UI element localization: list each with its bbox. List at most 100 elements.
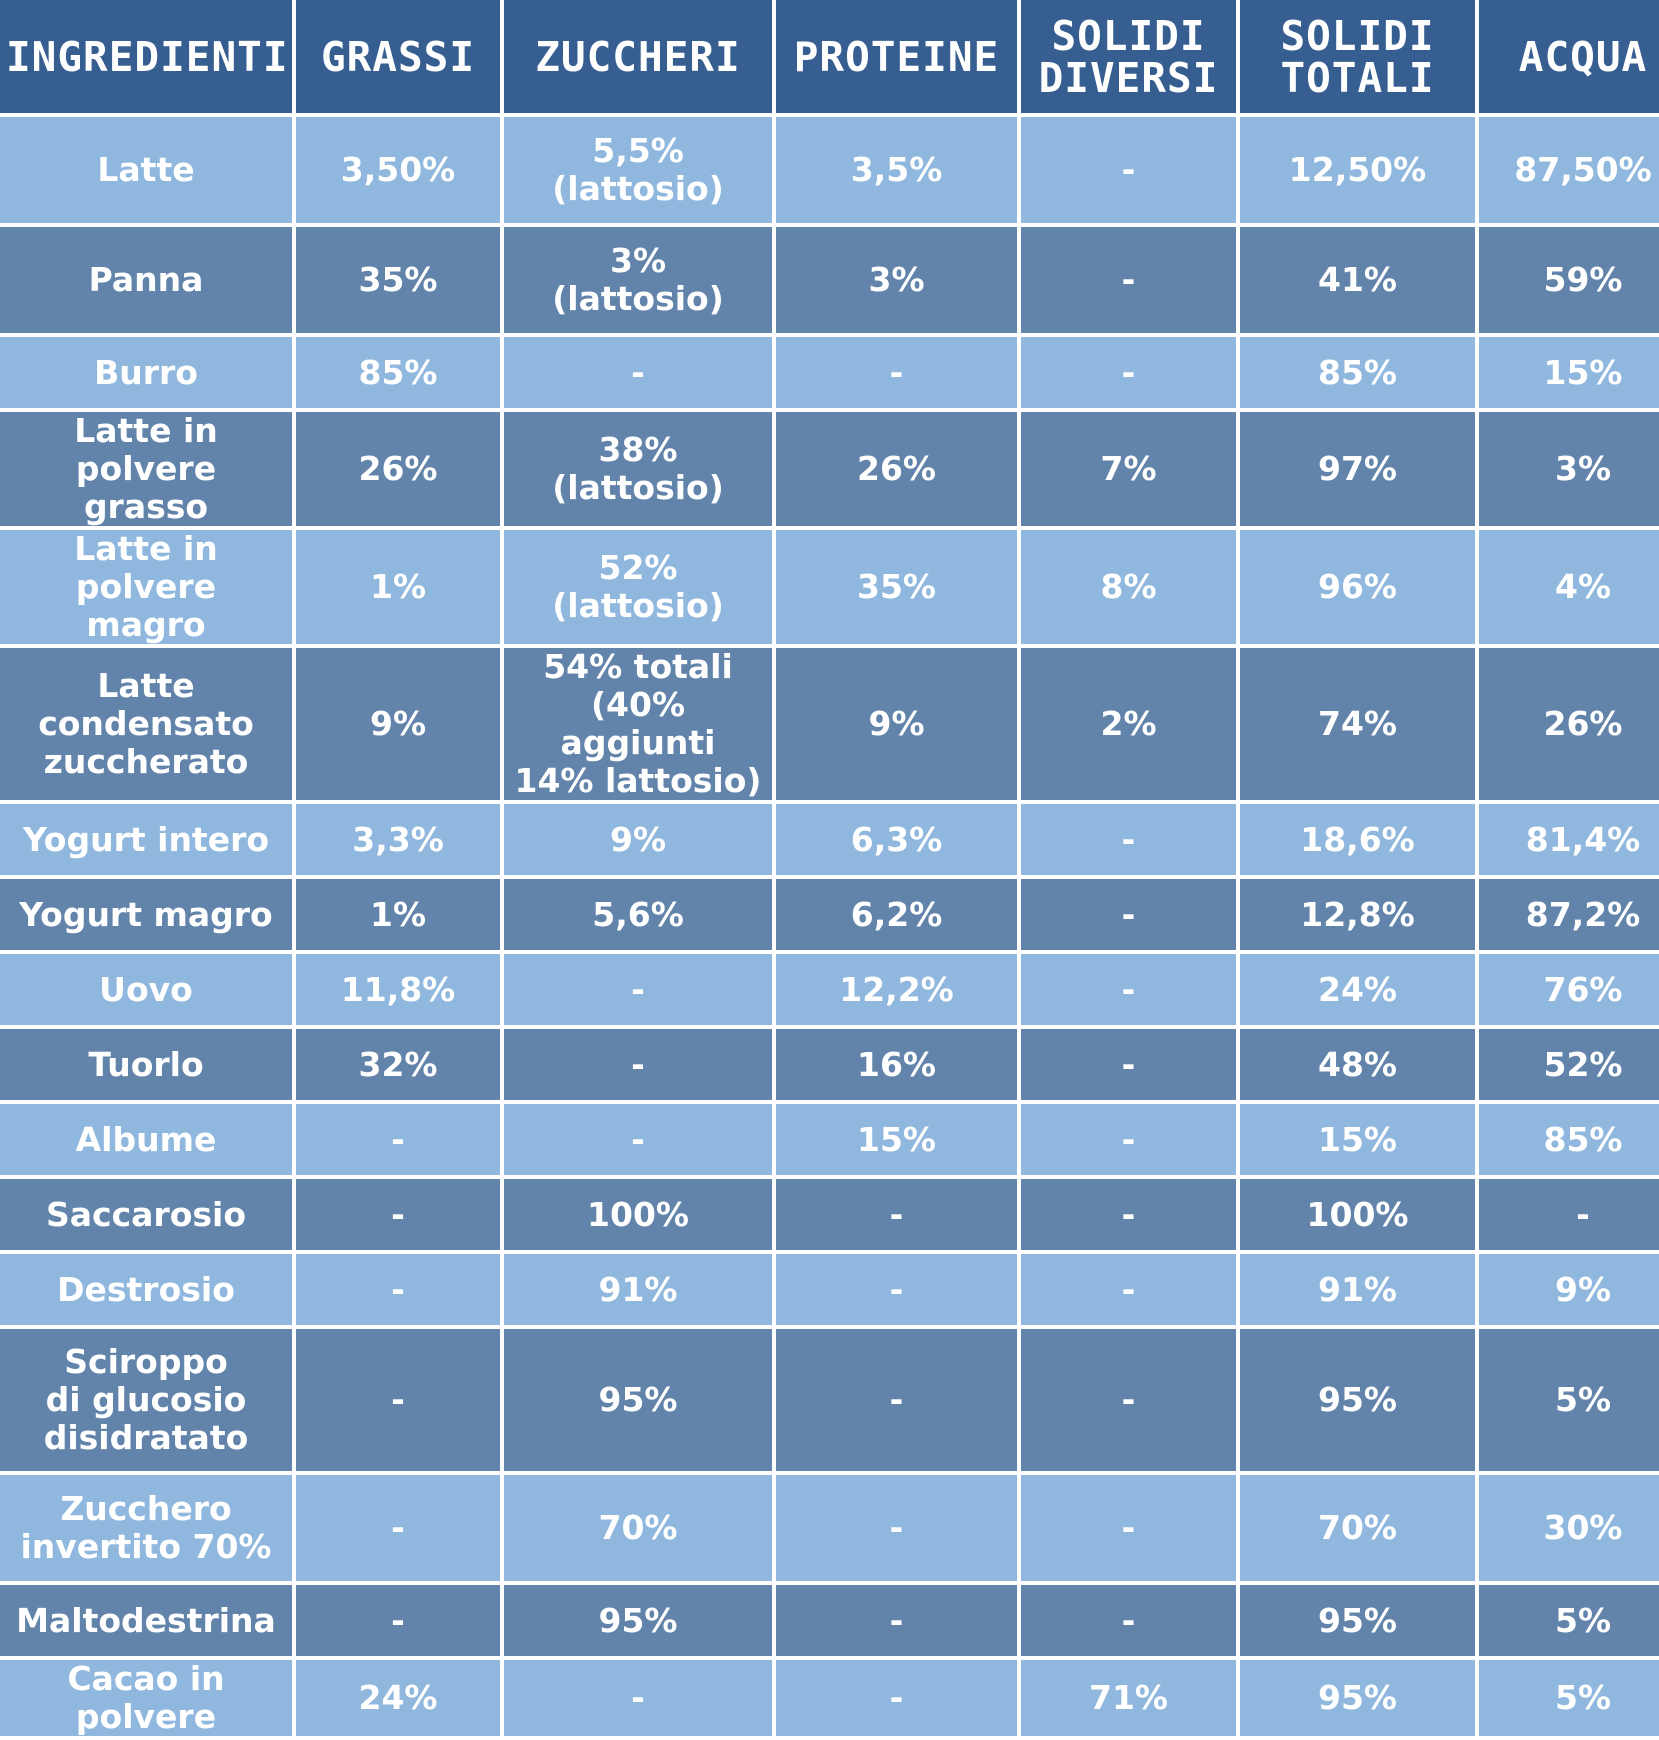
cell-solidi-totali: 15% — [1240, 1104, 1475, 1175]
cell-zuccheri: 5,5% (lattosio) — [504, 117, 772, 223]
cell-solidi-totali: 70% — [1240, 1475, 1475, 1581]
cell-proteine: - — [776, 1254, 1017, 1325]
cell-zuccheri: 3% (lattosio) — [504, 227, 772, 333]
header-zuccheri: ZUCCHERI — [504, 0, 772, 113]
cell-proteine: 26% — [776, 412, 1017, 526]
table-row: Zucchero invertito 70% -70% - -70% 30% — [0, 1475, 1659, 1581]
table-row: Yogurt magro 1% 5,6% 6,2% -12,8% 87,2% — [0, 879, 1659, 950]
cell-ingrediente: Latte condensato zuccherato — [0, 648, 292, 800]
cell-acqua: 9% — [1479, 1254, 1659, 1325]
cell-zuccheri: 54% totali (40% aggiunti 14% lattosio) — [504, 648, 772, 800]
cell-grassi: 1% — [296, 530, 500, 644]
cell-zuccheri: - — [504, 1104, 772, 1175]
cell-acqua: 4% — [1479, 530, 1659, 644]
cell-solidi-diversi: - — [1021, 1475, 1236, 1581]
cell-zuccheri: 95% — [504, 1329, 772, 1471]
table-row: Maltodestrina -95% - -95% 5% — [0, 1585, 1659, 1656]
cell-zuccheri: 38% (lattosio) — [504, 412, 772, 526]
cell-ingrediente: Cacao in polvere — [0, 1660, 292, 1736]
cell-grassi: 11,8% — [296, 954, 500, 1025]
cell-solidi-totali: 97% — [1240, 412, 1475, 526]
cell-solidi-totali: 48% — [1240, 1029, 1475, 1100]
cell-proteine: - — [776, 1329, 1017, 1471]
cell-solidi-diversi: - — [1021, 227, 1236, 333]
cell-zuccheri: - — [504, 337, 772, 408]
cell-solidi-totali: 74% — [1240, 648, 1475, 800]
table-row: Latte 3,50% 5,5% (lattosio) 3,5% -12,50% 87,5… — [0, 117, 1659, 223]
cell-solidi-totali: 95% — [1240, 1585, 1475, 1656]
cell-proteine: - — [776, 1585, 1017, 1656]
cell-ingrediente: Destrosio — [0, 1254, 292, 1325]
cell-solidi-diversi: - — [1021, 954, 1236, 1025]
cell-grassi: 1% — [296, 879, 500, 950]
cell-solidi-totali: 24% — [1240, 954, 1475, 1025]
cell-acqua: 5% — [1479, 1329, 1659, 1471]
cell-proteine: 6,3% — [776, 804, 1017, 875]
cell-solidi-diversi: - — [1021, 1104, 1236, 1175]
cell-solidi-totali: 91% — [1240, 1254, 1475, 1325]
header-acqua: ACQUA — [1479, 0, 1659, 113]
cell-ingrediente: Burro — [0, 337, 292, 408]
table-row: Albume - -15% -15% 85% — [0, 1104, 1659, 1175]
cell-grassi: 32% — [296, 1029, 500, 1100]
table-row: Yogurt intero 3,3% 9% 6,3% -18,6% 81,4% — [0, 804, 1659, 875]
cell-proteine: - — [776, 1660, 1017, 1736]
cell-ingrediente: Saccarosio — [0, 1179, 292, 1250]
cell-solidi-diversi: - — [1021, 1179, 1236, 1250]
header-row: INGREDIENTI GRASSI ZUCCHERI PROTEINE SOL… — [0, 0, 1659, 113]
cell-solidi-diversi: - — [1021, 879, 1236, 950]
table-row: Cacao in polvere 24% - -71% 95% 5% — [0, 1660, 1659, 1736]
cell-acqua: 87,2% — [1479, 879, 1659, 950]
cell-zuccheri: 95% — [504, 1585, 772, 1656]
cell-proteine: 35% — [776, 530, 1017, 644]
cell-grassi: 9% — [296, 648, 500, 800]
cell-grassi: 85% — [296, 337, 500, 408]
cell-zuccheri: 91% — [504, 1254, 772, 1325]
cell-grassi: - — [296, 1329, 500, 1471]
table-row: Tuorlo 32% -16% -48% 52% — [0, 1029, 1659, 1100]
cell-ingrediente: Latte in polvere grasso — [0, 412, 292, 526]
cell-solidi-totali: 85% — [1240, 337, 1475, 408]
cell-grassi: 24% — [296, 1660, 500, 1736]
cell-acqua: 5% — [1479, 1585, 1659, 1656]
cell-acqua: 15% — [1479, 337, 1659, 408]
cell-ingrediente: Latte in polvere magro — [0, 530, 292, 644]
cell-grassi: - — [296, 1475, 500, 1581]
cell-solidi-diversi: - — [1021, 804, 1236, 875]
cell-grassi: 26% — [296, 412, 500, 526]
cell-ingrediente: Yogurt intero — [0, 804, 292, 875]
cell-ingrediente: Maltodestrina — [0, 1585, 292, 1656]
cell-solidi-totali: 96% — [1240, 530, 1475, 644]
cell-proteine: 15% — [776, 1104, 1017, 1175]
cell-zuccheri: 9% — [504, 804, 772, 875]
cell-acqua: - — [1479, 1179, 1659, 1250]
cell-zuccheri: 5,6% — [504, 879, 772, 950]
cell-solidi-diversi: 7% — [1021, 412, 1236, 526]
cell-solidi-totali: 12,8% — [1240, 879, 1475, 950]
table-row: Burro 85% - - -85% 15% — [0, 337, 1659, 408]
header-grassi: GRASSI — [296, 0, 500, 113]
cell-zuccheri: - — [504, 1660, 772, 1736]
cell-solidi-diversi: - — [1021, 1329, 1236, 1471]
cell-solidi-diversi: - — [1021, 117, 1236, 223]
table-row: Sciroppo di glucosio disidratato -95% - -95… — [0, 1329, 1659, 1471]
cell-zuccheri: - — [504, 1029, 772, 1100]
cell-solidi-diversi: - — [1021, 337, 1236, 408]
cell-solidi-totali: 18,6% — [1240, 804, 1475, 875]
cell-acqua: 81,4% — [1479, 804, 1659, 875]
cell-grassi: 3,3% — [296, 804, 500, 875]
cell-solidi-totali: 95% — [1240, 1329, 1475, 1471]
cell-ingrediente: Latte — [0, 117, 292, 223]
cell-acqua: 52% — [1479, 1029, 1659, 1100]
cell-zuccheri: 100% — [504, 1179, 772, 1250]
table-row: Saccarosio -100% - -100% - — [0, 1179, 1659, 1250]
header-solidi-diversi: SOLIDI DIVERSI — [1021, 0, 1236, 113]
cell-zuccheri: 52% (lattosio) — [504, 530, 772, 644]
table-row: Latte in polvere magro 1% 52% (lattosio) 35… — [0, 530, 1659, 644]
cell-proteine: - — [776, 1475, 1017, 1581]
table-body: Latte 3,50% 5,5% (lattosio) 3,5% -12,50% 87,5… — [0, 117, 1659, 1736]
cell-proteine: 9% — [776, 648, 1017, 800]
cell-solidi-diversi: - — [1021, 1029, 1236, 1100]
cell-ingrediente: Tuorlo — [0, 1029, 292, 1100]
